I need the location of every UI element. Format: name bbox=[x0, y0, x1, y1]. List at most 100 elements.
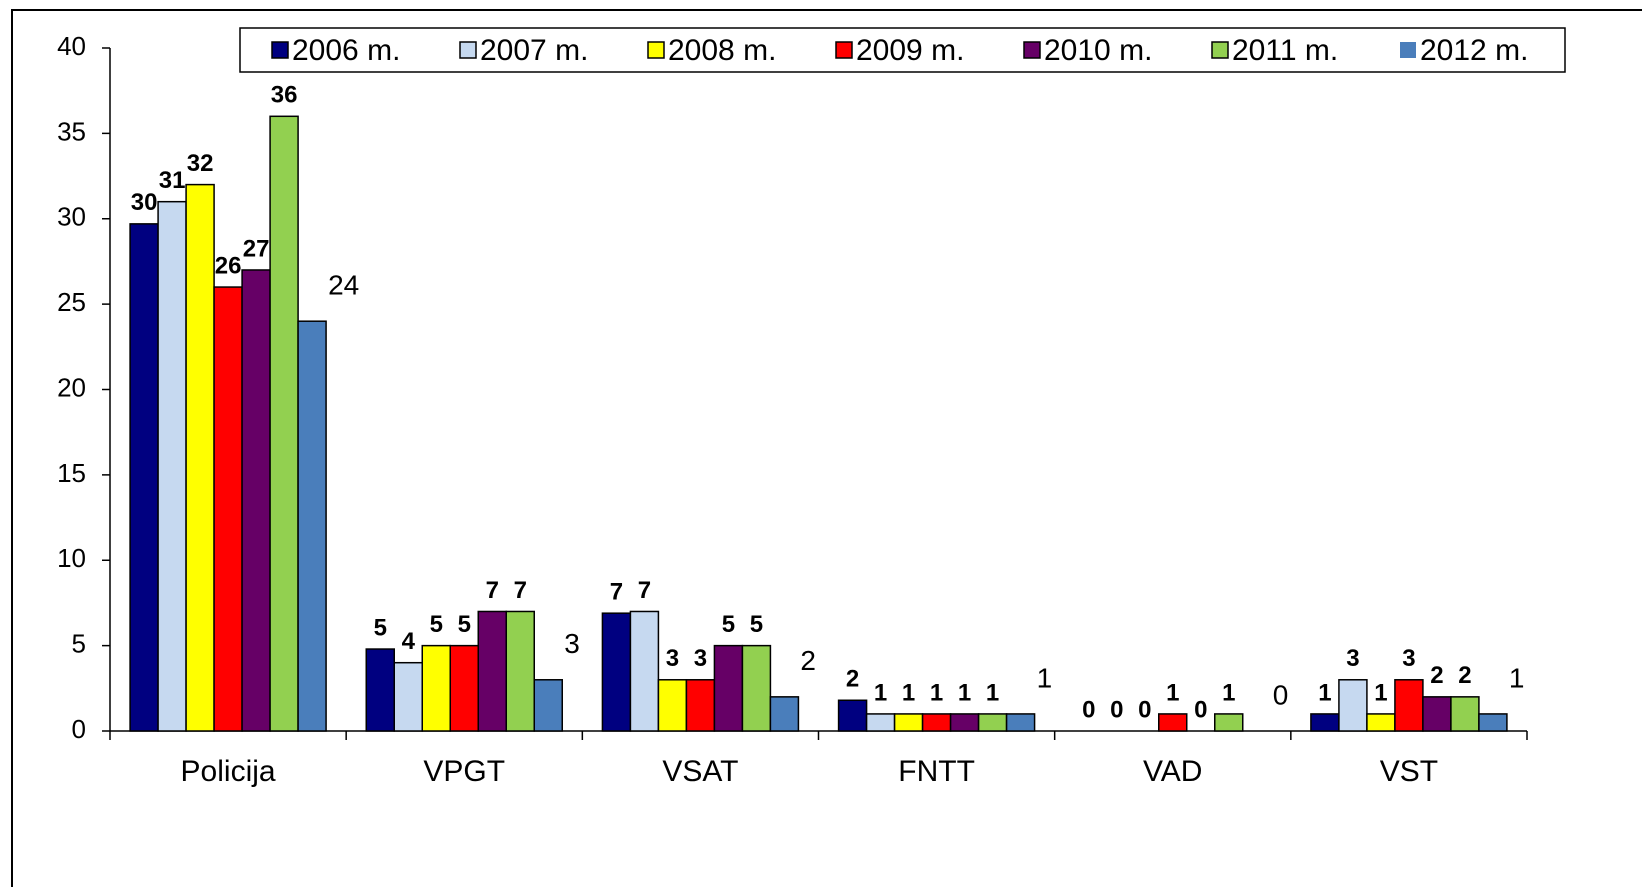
data-label: 30 bbox=[131, 189, 158, 216]
bar bbox=[297, 320, 327, 732]
data-label: 3 bbox=[564, 628, 580, 659]
data-label: 1 bbox=[986, 679, 999, 706]
x-tick-label: FNTT bbox=[898, 755, 975, 788]
legend-label: 2010 m. bbox=[1044, 34, 1152, 67]
data-label: 2 bbox=[1430, 662, 1443, 689]
bar bbox=[977, 713, 1008, 732]
bar bbox=[893, 713, 924, 732]
legend-swatch bbox=[271, 41, 289, 59]
data-label: 7 bbox=[514, 577, 527, 604]
x-tick-label: VST bbox=[1380, 755, 1438, 788]
bar bbox=[157, 200, 187, 732]
bar bbox=[393, 661, 423, 732]
data-label: 27 bbox=[243, 235, 270, 262]
legend-label: 2011 m. bbox=[1232, 34, 1338, 67]
legend-label: 2009 m. bbox=[856, 34, 964, 67]
y-tick-label: 30 bbox=[57, 202, 86, 232]
bar bbox=[629, 610, 660, 732]
data-label: 7 bbox=[486, 577, 499, 604]
x-tick-label: Policija bbox=[181, 755, 276, 788]
data-label: 1 bbox=[930, 679, 943, 706]
data-label: 1 bbox=[1037, 662, 1053, 693]
data-label: 3 bbox=[1402, 645, 1415, 672]
legend-swatch bbox=[1023, 41, 1041, 59]
bar bbox=[769, 696, 800, 732]
data-label: 5 bbox=[430, 611, 443, 638]
bar bbox=[1366, 713, 1396, 732]
bar bbox=[477, 610, 507, 732]
data-label: 26 bbox=[215, 252, 242, 279]
data-label: 2 bbox=[846, 666, 859, 693]
bar bbox=[505, 610, 535, 732]
bar bbox=[1478, 713, 1508, 732]
data-label: 1 bbox=[1222, 679, 1235, 706]
data-label: 3 bbox=[694, 645, 707, 672]
y-tick-label: 20 bbox=[57, 372, 86, 402]
data-label: 1 bbox=[902, 679, 915, 706]
bar bbox=[1422, 696, 1452, 732]
legend-swatch bbox=[835, 41, 853, 59]
bar bbox=[1450, 696, 1480, 732]
bar bbox=[269, 115, 299, 732]
data-label: 4 bbox=[402, 628, 416, 655]
legend-swatch bbox=[459, 41, 477, 59]
data-label: 0 bbox=[1194, 696, 1207, 723]
legend-label: 2008 m. bbox=[668, 34, 776, 67]
data-label: 5 bbox=[458, 611, 471, 638]
y-tick-label: 35 bbox=[57, 116, 86, 146]
bar bbox=[1158, 713, 1188, 732]
data-label: 3 bbox=[666, 645, 679, 672]
x-tick-label: VSAT bbox=[662, 755, 738, 788]
bar bbox=[449, 644, 479, 732]
legend-swatch bbox=[1400, 42, 1416, 58]
bar bbox=[365, 648, 395, 732]
legend-label: 2007 m. bbox=[480, 34, 588, 67]
data-label: 7 bbox=[610, 579, 623, 606]
data-label: 5 bbox=[750, 611, 763, 638]
legend-label: 2012 m. bbox=[1420, 34, 1528, 67]
data-label: 1 bbox=[1374, 679, 1387, 706]
bar bbox=[949, 713, 980, 732]
bar bbox=[685, 679, 716, 732]
bar bbox=[1310, 713, 1340, 732]
data-label: 3 bbox=[1346, 645, 1359, 672]
bar bbox=[741, 644, 772, 732]
data-label: 7 bbox=[638, 577, 651, 604]
data-label: 2 bbox=[1458, 662, 1471, 689]
bar bbox=[241, 269, 271, 732]
y-tick-label: 0 bbox=[72, 714, 86, 744]
y-tick-label: 25 bbox=[57, 287, 86, 317]
data-label: 5 bbox=[374, 614, 387, 641]
bar bbox=[601, 612, 632, 732]
bar bbox=[1005, 713, 1036, 732]
legend-swatch bbox=[647, 41, 665, 59]
x-tick-label: VPGT bbox=[423, 755, 505, 788]
bar bbox=[657, 679, 688, 732]
y-tick-label: 15 bbox=[57, 458, 86, 488]
legend-swatch bbox=[1211, 41, 1229, 59]
data-label: 1 bbox=[1318, 679, 1331, 706]
y-tick-label: 5 bbox=[72, 629, 86, 659]
data-label: 0 bbox=[1082, 696, 1095, 723]
data-label: 0 bbox=[1273, 679, 1289, 710]
y-tick-label: 10 bbox=[57, 543, 86, 573]
bar bbox=[1338, 679, 1368, 732]
data-label: 2 bbox=[800, 645, 816, 676]
bar bbox=[533, 679, 563, 732]
data-label: 1 bbox=[958, 679, 971, 706]
data-label: 32 bbox=[187, 150, 214, 177]
legend-label: 2006 m. bbox=[292, 34, 400, 67]
bar bbox=[421, 644, 451, 732]
x-tick-label: VAD bbox=[1143, 755, 1202, 788]
bar bbox=[921, 713, 952, 732]
bar bbox=[1394, 679, 1424, 732]
bar bbox=[213, 286, 243, 732]
bar bbox=[713, 644, 744, 732]
bar bbox=[837, 699, 868, 732]
data-label: 31 bbox=[159, 167, 186, 194]
data-label: 0 bbox=[1138, 696, 1151, 723]
bar bbox=[185, 183, 215, 732]
bar bbox=[129, 223, 159, 732]
bar bbox=[1214, 713, 1244, 732]
